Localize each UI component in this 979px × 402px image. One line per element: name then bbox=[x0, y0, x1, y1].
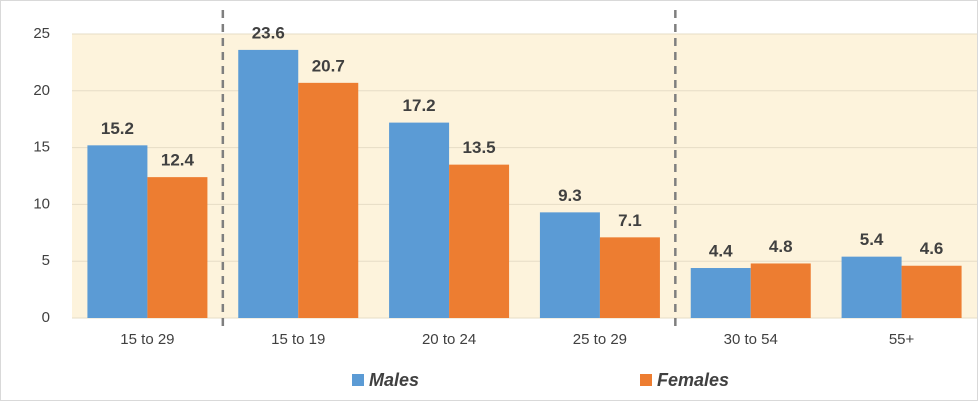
value-label: 13.5 bbox=[463, 138, 496, 157]
value-label: 5.4 bbox=[860, 230, 884, 249]
bar bbox=[147, 177, 208, 318]
bar bbox=[449, 164, 510, 318]
x-tick-label: 25 to 29 bbox=[573, 331, 627, 348]
bar bbox=[599, 237, 660, 318]
y-tick-label: 10 bbox=[33, 195, 50, 212]
x-tick-label: 55+ bbox=[889, 331, 915, 348]
y-tick-label: 15 bbox=[33, 139, 50, 156]
bar bbox=[389, 122, 450, 318]
value-label: 4.8 bbox=[769, 237, 793, 256]
legend-swatch bbox=[352, 374, 364, 386]
x-tick-label: 15 to 19 bbox=[271, 331, 325, 348]
value-label: 4.4 bbox=[709, 242, 733, 261]
y-tick-label: 25 bbox=[33, 25, 50, 42]
value-label: 4.6 bbox=[920, 239, 944, 258]
legend-label: Females bbox=[657, 370, 729, 390]
x-tick-label: 30 to 54 bbox=[724, 331, 778, 348]
value-label: 20.7 bbox=[312, 56, 345, 75]
bar bbox=[841, 256, 902, 318]
value-label: 17.2 bbox=[403, 96, 436, 115]
value-label: 9.3 bbox=[558, 186, 582, 205]
bar bbox=[901, 265, 962, 318]
bar bbox=[690, 268, 751, 318]
bar bbox=[539, 212, 600, 318]
bar bbox=[238, 49, 299, 319]
bar bbox=[750, 263, 811, 318]
value-label: 15.2 bbox=[101, 119, 134, 138]
bar bbox=[87, 145, 148, 318]
y-tick-label: 20 bbox=[33, 82, 50, 99]
legend-swatch bbox=[640, 374, 652, 386]
y-tick-label: 5 bbox=[42, 252, 50, 269]
x-tick-label: 20 to 24 bbox=[422, 331, 476, 348]
x-tick-label: 15 to 29 bbox=[120, 331, 174, 348]
plot-area bbox=[72, 34, 977, 318]
bar bbox=[298, 82, 359, 319]
value-label: 12.4 bbox=[161, 151, 195, 170]
value-label: 23.6 bbox=[252, 23, 285, 42]
y-tick-label: 0 bbox=[42, 309, 50, 326]
legend-label: Males bbox=[369, 370, 419, 390]
value-label: 7.1 bbox=[618, 211, 642, 230]
